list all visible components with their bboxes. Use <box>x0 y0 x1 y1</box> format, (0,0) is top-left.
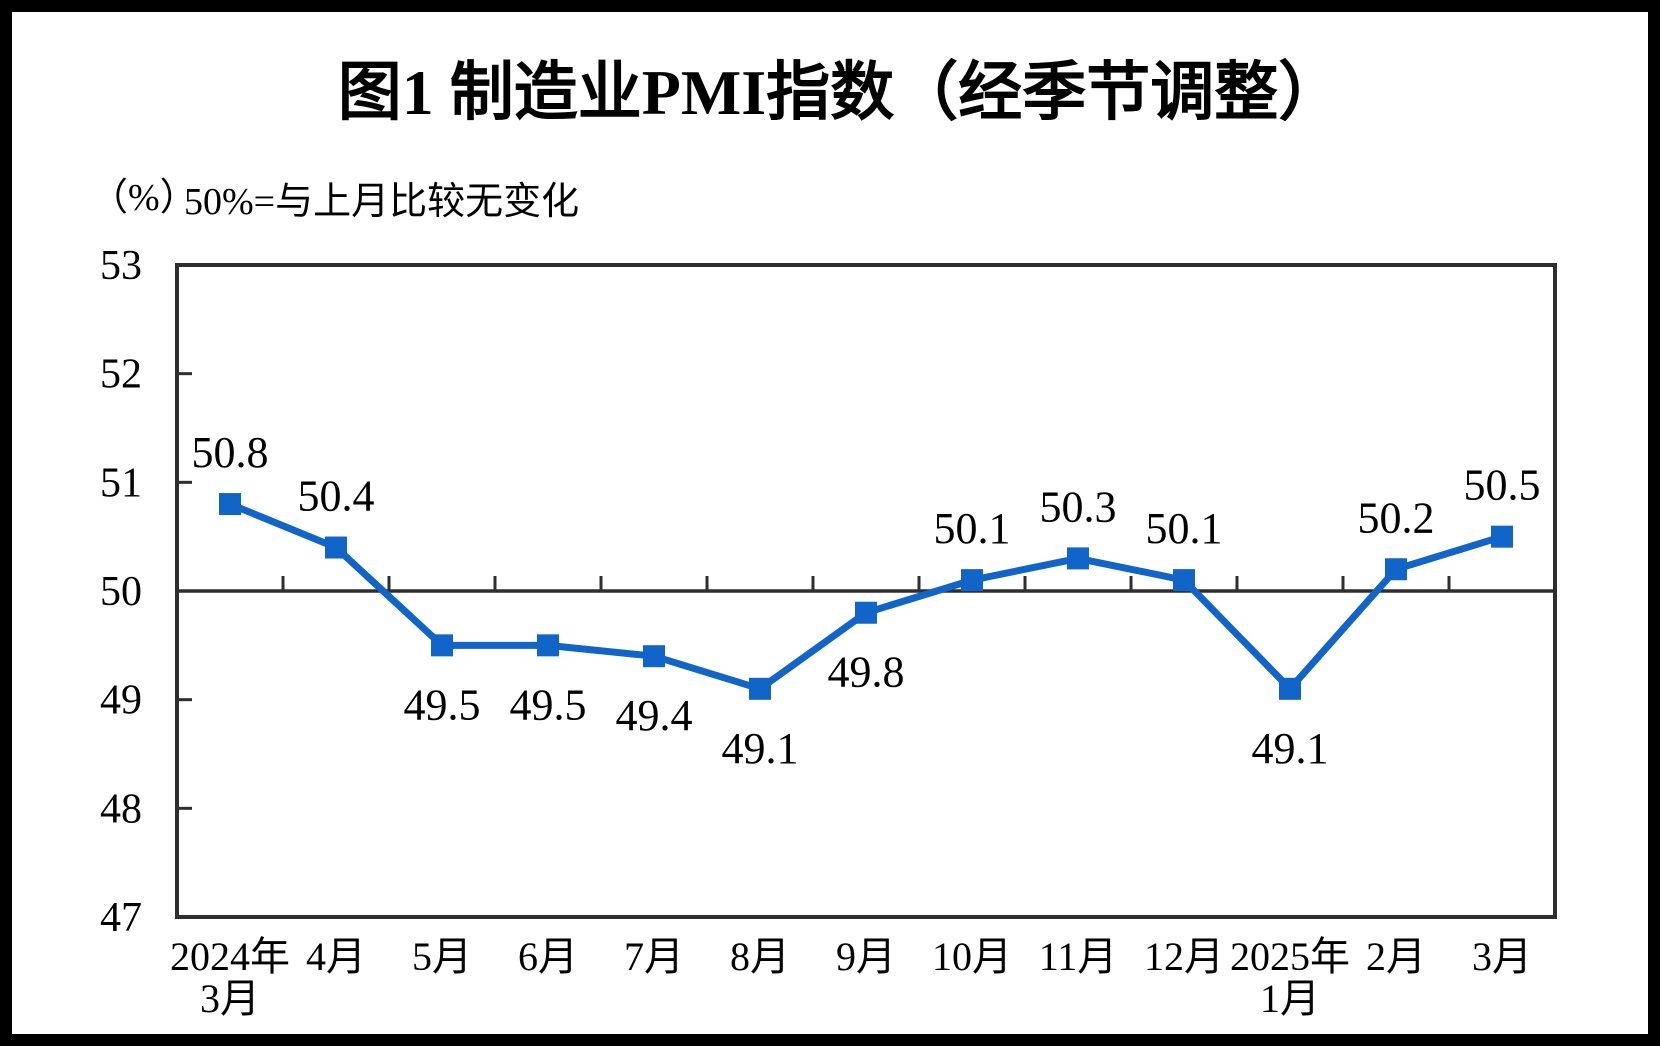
x-axis-ticks <box>281 576 1451 591</box>
y-axis-label: 52 <box>100 352 142 398</box>
y-axis-ticks <box>177 372 192 810</box>
data-marker <box>749 677 771 700</box>
data-marker <box>1067 547 1089 570</box>
data-label: 50.2 <box>1358 493 1435 542</box>
data-marker <box>643 645 665 668</box>
data-label: 50.1 <box>1146 504 1223 553</box>
data-label: 50.8 <box>192 428 269 477</box>
x-axis-label: 2024年 <box>170 934 290 979</box>
data-label: 49.4 <box>616 691 693 740</box>
unit-label: （%） <box>90 177 198 219</box>
x-axis-label: 2025年 <box>1230 934 1350 979</box>
data-label: 50.3 <box>1040 482 1117 531</box>
data-marker <box>431 634 453 657</box>
data-label: 50.5 <box>1464 461 1541 510</box>
y-axis-label: 48 <box>100 786 142 832</box>
x-axis-label: 7月 <box>624 934 684 979</box>
data-marker <box>961 569 983 592</box>
x-axis-label: 4月 <box>306 934 366 979</box>
data-marker <box>219 493 241 516</box>
data-marker <box>1173 569 1195 592</box>
x-axis-label: 3月 <box>200 976 260 1021</box>
data-marker <box>1491 525 1513 548</box>
data-marker <box>855 601 877 624</box>
y-axis-label: 51 <box>100 460 142 506</box>
y-axis-label: 53 <box>100 243 142 289</box>
x-axis-label: 6月 <box>518 934 578 979</box>
data-label: 50.4 <box>298 472 375 521</box>
x-axis-label: 1月 <box>1260 976 1320 1021</box>
x-axis-label: 3月 <box>1472 934 1532 979</box>
data-markers <box>219 493 1513 700</box>
data-label: 49.8 <box>828 648 905 697</box>
y-axis-label: 50 <box>100 569 142 615</box>
data-label: 49.5 <box>404 680 481 729</box>
x-axis-label: 8月 <box>730 934 790 979</box>
x-axis-label: 12月 <box>1144 934 1224 979</box>
pmi-line-chart: 图1 制造业PMI指数（经季节调整） （%） 50%=与上月比较无变化 53 52… <box>90 57 1557 1021</box>
data-label: 50.1 <box>934 504 1011 553</box>
x-axis-label: 10月 <box>932 934 1012 979</box>
data-labels: 50.8 50.4 49.5 49.5 49.4 49.1 49.8 50.1 50.3 50.1… <box>192 428 1541 773</box>
subtitle: 50%=与上月比较无变化 <box>184 181 579 223</box>
data-marker <box>1279 677 1301 700</box>
x-axis-label: 2月 <box>1366 934 1426 979</box>
data-label: 49.5 <box>510 680 587 729</box>
data-marker <box>1385 558 1407 581</box>
chart-title: 图1 制造业PMI指数（经季节调整） <box>338 57 1342 128</box>
y-axis-label: 49 <box>100 678 142 724</box>
data-marker <box>537 634 559 657</box>
data-label: 49.1 <box>722 724 799 773</box>
x-axis-label: 5月 <box>412 934 472 979</box>
y-axis-label: 47 <box>100 895 142 941</box>
x-axis-label: 9月 <box>836 934 896 979</box>
y-axis-labels: 53 52 51 50 49 48 47 <box>100 243 142 941</box>
data-label: 49.1 <box>1252 724 1329 773</box>
data-marker <box>325 536 347 559</box>
x-axis-label: 11月 <box>1039 934 1118 979</box>
